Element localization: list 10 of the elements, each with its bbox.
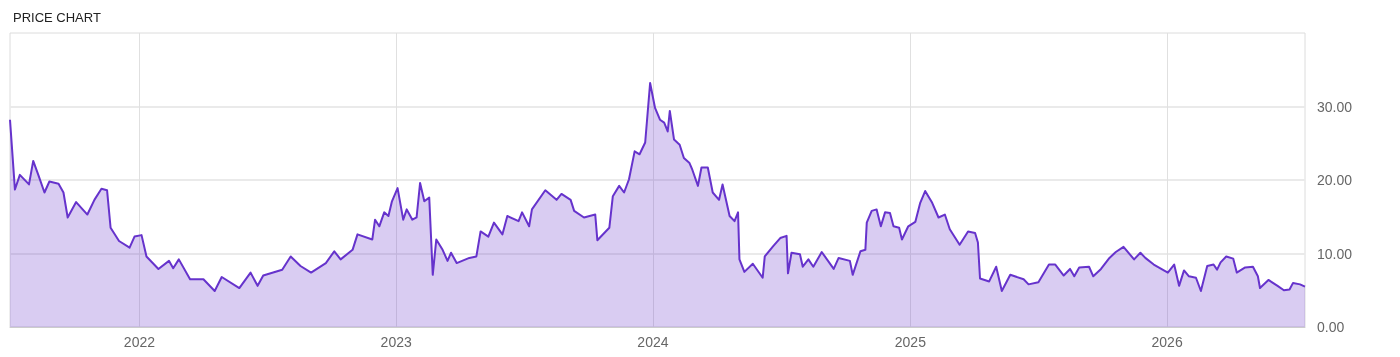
- y-tick-label: 0.00: [1317, 319, 1345, 335]
- x-tick-label: 2022: [123, 334, 156, 350]
- y-tick-label: 30.00: [1317, 98, 1353, 115]
- x-tick-label: 2025: [894, 334, 927, 350]
- x-tick-label: 2024: [637, 334, 669, 350]
- chart-title: PRICE CHART: [13, 10, 101, 25]
- x-tick-label: 2026: [1151, 334, 1183, 350]
- y-tick-label: 10.00: [1317, 245, 1353, 262]
- y-tick-label: 20.00: [1317, 172, 1353, 188]
- x-tick-label: 2023: [380, 334, 412, 350]
